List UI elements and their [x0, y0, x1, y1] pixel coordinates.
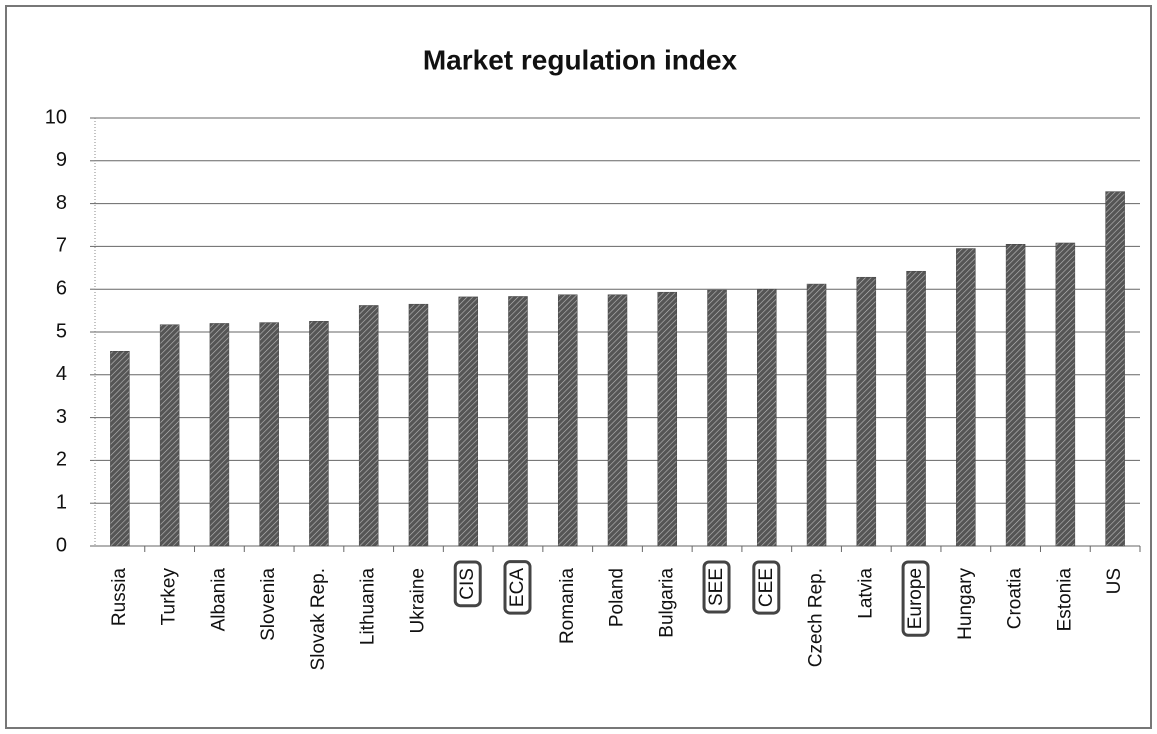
x-tick-label: Albania [208, 568, 229, 632]
x-tick-label: SEE [706, 568, 727, 606]
bar [1055, 242, 1076, 547]
y-tick-label: 4 [56, 363, 67, 385]
x-tick-label: Latvia [855, 568, 876, 619]
bar [358, 305, 379, 547]
x-tick-label: Europe [905, 568, 926, 629]
bar [607, 294, 628, 547]
x-tick-label: Romania [557, 568, 578, 644]
bar [259, 322, 279, 547]
x-tick-label: Bulgaria [656, 568, 677, 638]
y-tick-label: 3 [56, 406, 67, 428]
bar [508, 296, 528, 547]
x-tick-label: Czech Rep. [806, 568, 827, 667]
bar [458, 296, 478, 547]
y-tick-label: 1 [56, 491, 67, 513]
x-tick-label: Lithuania [358, 568, 379, 646]
bar [906, 270, 926, 547]
bar [408, 303, 429, 547]
x-tick-label: US [1104, 568, 1125, 594]
x-tick-label: Croatia [1005, 568, 1026, 630]
bar [557, 294, 578, 547]
x-tick-label: CIS [457, 568, 478, 600]
y-tick-label: 0 [56, 534, 67, 556]
y-tick-label: 8 [56, 192, 67, 214]
y-tick-label: 5 [56, 320, 67, 342]
x-tick-label: Estonia [1054, 568, 1075, 632]
bar [1005, 244, 1026, 547]
bar [806, 283, 827, 547]
label-highlight [752, 560, 781, 615]
x-tick-label: Hungary [955, 568, 976, 640]
bar [309, 321, 329, 547]
bar [707, 289, 727, 547]
bar [110, 351, 130, 547]
bar [856, 276, 877, 547]
y-tick-label: 6 [56, 277, 67, 299]
chart-title: Market regulation index [423, 44, 738, 75]
x-tick-label: Poland [607, 568, 628, 627]
bar [956, 248, 976, 547]
y-tick-label: 10 [45, 106, 67, 128]
x-tick-label: Ukraine [407, 568, 428, 633]
y-tick-label: 7 [56, 235, 67, 257]
y-tick-label: 2 [56, 449, 67, 471]
x-tick-label: Turkey [159, 568, 180, 626]
bar [657, 291, 678, 547]
x-tick-label: CEE [756, 568, 777, 607]
y-tick-label: 9 [56, 149, 67, 171]
label-highlight [503, 560, 532, 615]
bar [1105, 191, 1125, 547]
bar [159, 324, 180, 547]
x-tick-label: ECA [507, 568, 528, 607]
label-highlight [453, 560, 482, 608]
x-tick-label: Slovenia [258, 568, 279, 641]
x-tick-label: Slovak Rep. [308, 568, 329, 670]
label-highlight [901, 560, 930, 637]
bar [209, 323, 230, 547]
bar [757, 288, 777, 547]
label-highlight [702, 560, 731, 614]
x-tick-label: Russia [109, 568, 130, 627]
